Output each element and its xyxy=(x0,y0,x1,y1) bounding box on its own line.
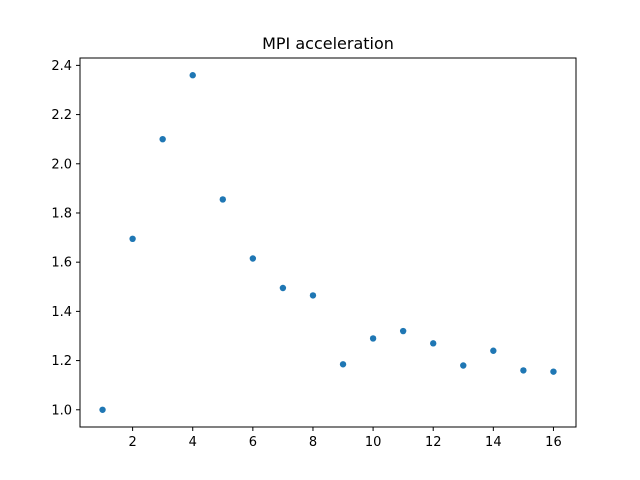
x-tick-label: 12 xyxy=(425,435,442,450)
x-tick-label: 2 xyxy=(128,435,136,450)
y-tick-label: 1.2 xyxy=(51,354,72,369)
y-tick-label: 1.6 xyxy=(51,256,72,271)
y-tick-label: 2.0 xyxy=(51,157,72,172)
x-axis: 2 4 6 8 10 12 14 16 xyxy=(128,427,562,450)
data-point xyxy=(99,406,106,413)
x-tick-label: 8 xyxy=(309,435,317,450)
data-point xyxy=(279,284,287,292)
chart-title: MPI acceleration xyxy=(262,34,394,53)
data-point xyxy=(249,255,257,262)
data-point xyxy=(430,340,437,347)
data-point xyxy=(550,368,557,375)
data-points xyxy=(99,72,557,413)
data-point xyxy=(490,347,497,354)
y-tick-label: 2.2 xyxy=(51,108,72,123)
y-tick-label: 2.4 xyxy=(51,59,72,74)
data-point xyxy=(369,335,377,342)
data-point xyxy=(189,72,196,79)
y-tick-label: 1.4 xyxy=(51,305,72,320)
x-tick-label: 14 xyxy=(485,435,502,450)
x-tick-label: 4 xyxy=(189,435,197,450)
x-tick-label: 16 xyxy=(545,435,562,450)
data-point xyxy=(219,196,226,203)
data-point xyxy=(309,292,317,299)
data-point xyxy=(129,235,136,243)
data-point xyxy=(460,362,467,369)
x-tick-label: 10 xyxy=(365,435,382,450)
y-tick-label: 1.8 xyxy=(51,206,72,221)
data-point xyxy=(520,367,527,374)
y-tick-label: 1.0 xyxy=(51,403,72,418)
data-point xyxy=(399,327,407,335)
data-point xyxy=(339,361,347,368)
data-point xyxy=(159,135,166,143)
plot-area xyxy=(79,57,577,428)
x-tick-label: 6 xyxy=(249,435,257,450)
y-axis: 1.0 1.2 1.4 1.6 1.8 2.0 2.2 2.4 xyxy=(51,59,80,418)
